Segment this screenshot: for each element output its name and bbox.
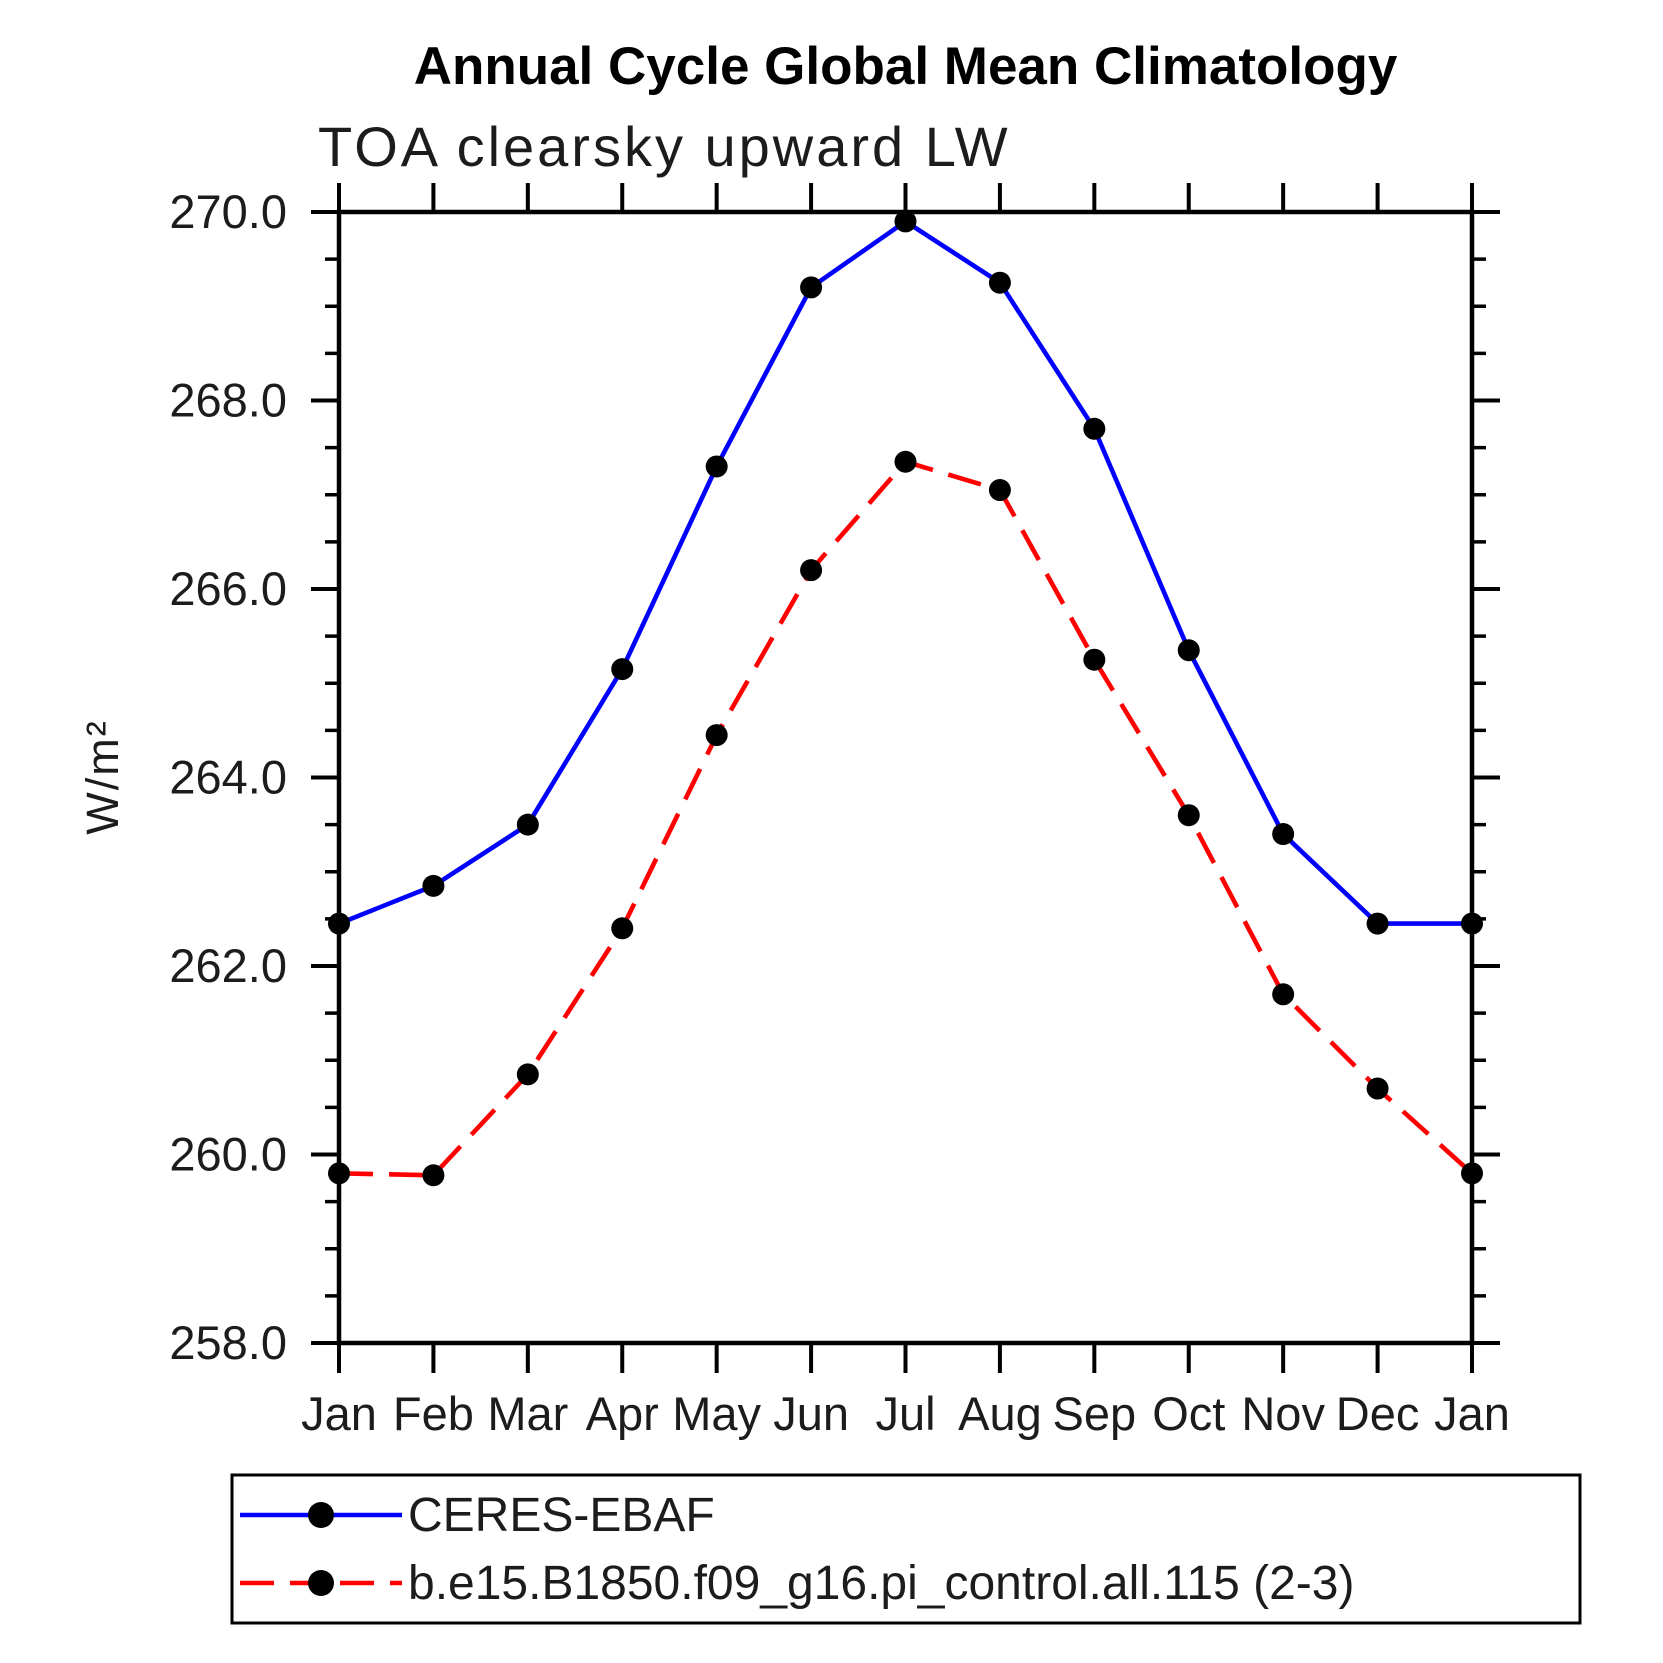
x-tick-label: Jan [301, 1387, 377, 1440]
y-tick-label: 262.0 [169, 939, 287, 992]
series-line-1 [338, 459, 1474, 1178]
y-tick-label: 268.0 [169, 374, 287, 427]
data-point-marker [516, 813, 539, 836]
data-point-marker [894, 210, 917, 233]
legend-marker [308, 1570, 334, 1596]
data-point-marker [328, 1162, 350, 1185]
data-point-marker [422, 1164, 445, 1187]
data-point-marker [800, 559, 823, 582]
data-point-marker [1461, 912, 1483, 935]
y-tick-label: 270.0 [169, 185, 287, 238]
x-tick-label: Jun [773, 1387, 849, 1440]
x-tick-label: Mar [487, 1387, 568, 1440]
data-point-marker [1083, 417, 1106, 440]
x-tick-label: Jan [1434, 1387, 1510, 1440]
y-tick-label: 266.0 [169, 562, 287, 615]
x-tick-label: Dec [1336, 1387, 1420, 1440]
data-point-marker [611, 917, 634, 940]
chart-title: Annual Cycle Global Mean Climatology [413, 37, 1398, 96]
data-point-marker [705, 455, 728, 478]
x-tick-label: Feb [393, 1387, 474, 1440]
x-tick-label: Oct [1152, 1387, 1225, 1440]
data-point-marker [422, 874, 445, 897]
data-point-marker [1272, 823, 1295, 846]
x-tick-label: Nov [1241, 1387, 1325, 1440]
y-tick-label: 260.0 [169, 1128, 287, 1181]
data-point-marker [894, 450, 917, 473]
data-point-marker [1083, 648, 1106, 671]
data-point-marker [1366, 912, 1389, 935]
x-tick-label: May [672, 1387, 761, 1440]
legend-marker [308, 1502, 334, 1528]
data-point-marker [705, 724, 728, 747]
data-point-marker [1177, 639, 1200, 662]
data-point-marker [1177, 804, 1200, 827]
plot-border [336, 209, 1475, 1346]
x-tick-label: Jul [875, 1387, 935, 1440]
data-point-marker [988, 479, 1011, 502]
series-line-0 [338, 219, 1472, 926]
x-tick-label: Aug [958, 1387, 1042, 1440]
data-point-marker [1461, 1162, 1483, 1185]
data-point-marker [328, 912, 350, 935]
data-point-marker [611, 658, 634, 681]
data-point-marker [800, 276, 823, 299]
x-tick-label: Sep [1053, 1387, 1137, 1440]
data-point-marker [1272, 983, 1295, 1006]
data-point-marker [516, 1063, 539, 1086]
x-tick-label: Apr [586, 1387, 659, 1440]
legend-box [230, 1473, 1582, 1625]
data-point-marker [1366, 1077, 1389, 1100]
chart-subtitle: TOA clearsky upward LW [318, 115, 1011, 178]
data-point-marker [988, 271, 1011, 294]
y-tick-label: 258.0 [169, 1316, 287, 1369]
y-tick-label: 264.0 [169, 751, 287, 804]
legend-label: CERES-EBAF [408, 1489, 715, 1542]
legend-label: b.e15.B1850.f09_g16.pi_control.all.115 (… [408, 1557, 1354, 1610]
